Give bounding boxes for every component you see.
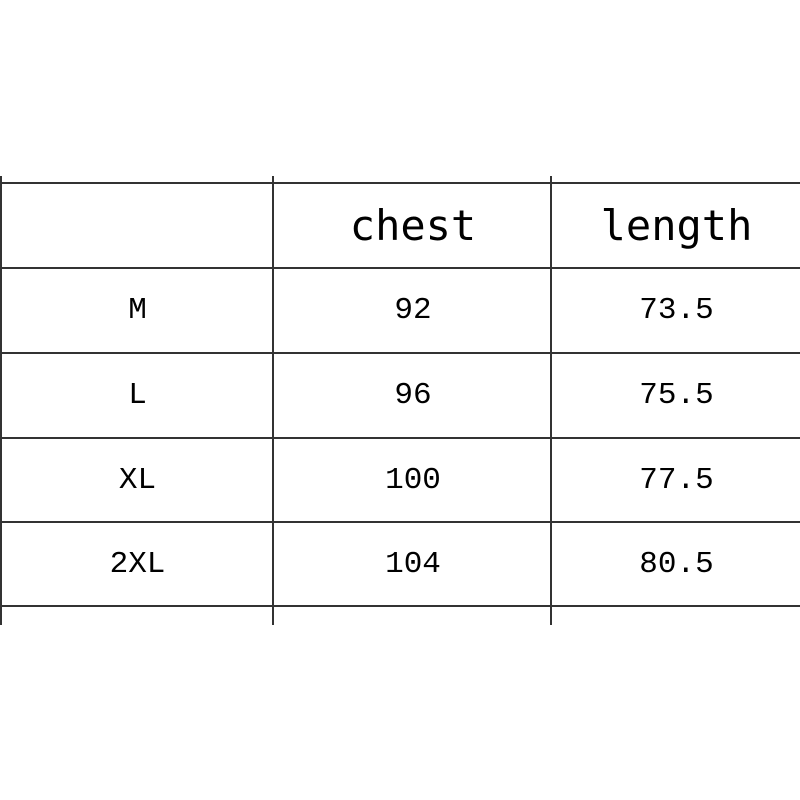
size-cell: 2XL	[109, 546, 166, 582]
chest-cell: 104	[385, 546, 441, 582]
header-cell-size	[2, 184, 273, 267]
header-cell-chest: chest	[349, 201, 477, 250]
row-divider	[0, 437, 800, 439]
size-cell: L	[128, 378, 147, 413]
size-cell: XL	[118, 462, 157, 498]
header-cell-length: length	[600, 201, 753, 250]
column-divider	[0, 176, 2, 625]
column-divider	[550, 176, 552, 625]
row-divider	[0, 605, 800, 607]
row-divider	[0, 521, 800, 523]
length-cell: 80.5	[639, 546, 714, 582]
row-divider	[0, 267, 800, 269]
length-cell: 73.5	[639, 293, 714, 328]
column-divider	[272, 176, 274, 625]
chest-cell: 96	[394, 378, 432, 413]
row-divider	[0, 182, 800, 184]
size-cell: M	[128, 293, 147, 328]
chest-cell: 100	[385, 462, 441, 498]
length-cell: 77.5	[639, 462, 714, 498]
chest-cell: 92	[394, 293, 432, 328]
row-divider	[0, 352, 800, 354]
length-cell: 75.5	[639, 378, 714, 413]
